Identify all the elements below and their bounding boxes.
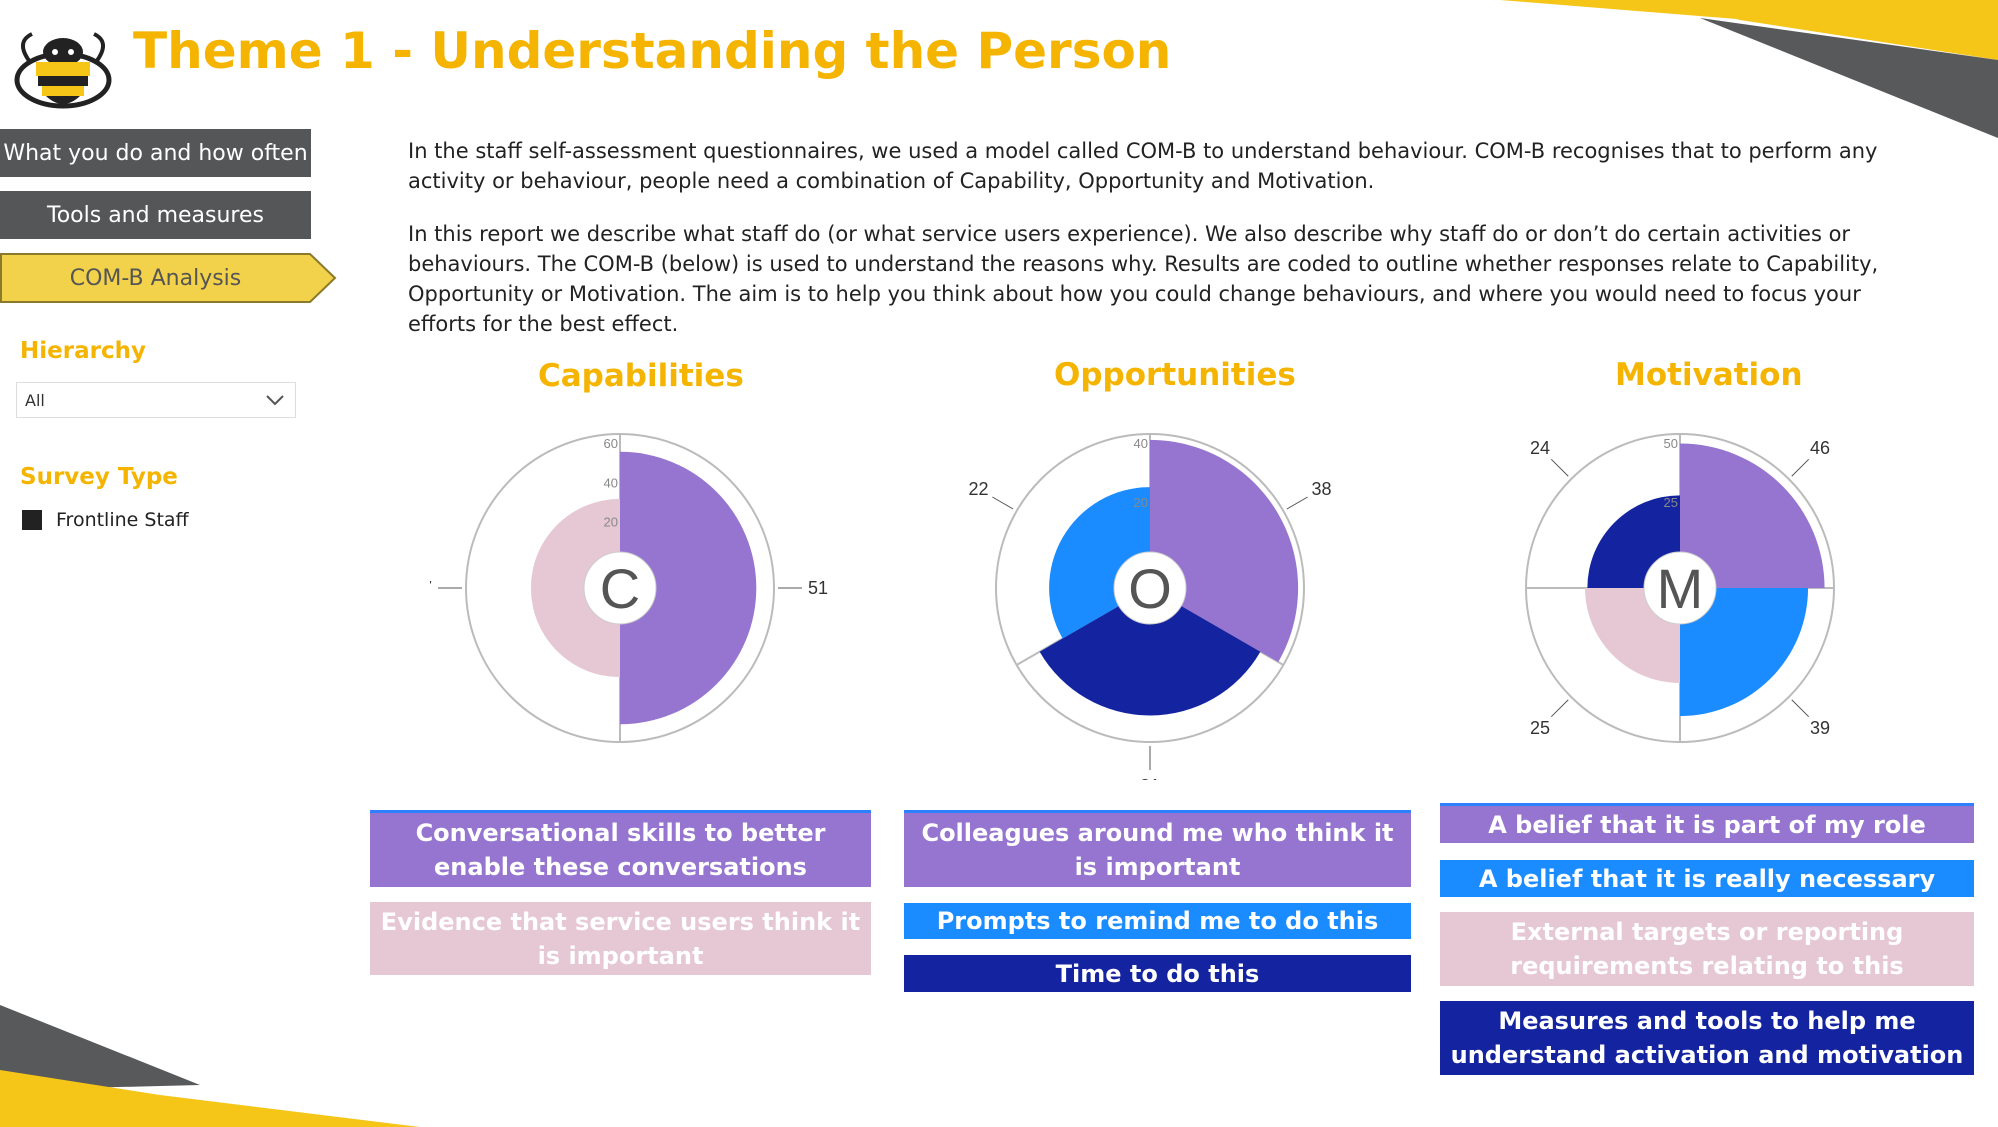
motivation-bar-4: Measures and tools to help me understand… xyxy=(1440,1001,1974,1075)
motivation-center-letter: M xyxy=(1657,557,1704,620)
motivation-leader-line xyxy=(1550,699,1569,718)
opportunities-chart: 38 31 22 20 40 O xyxy=(969,433,1331,780)
hierarchy-selected-value: All xyxy=(25,391,45,410)
bee-logo xyxy=(14,32,112,109)
hierarchy-label: Hierarchy xyxy=(20,338,146,364)
hierarchy-dropdown[interactable]: All xyxy=(16,382,296,418)
intro-paragraph-2: In this report we describe what staff do… xyxy=(408,222,1879,336)
opportunities-bar-2: Prompts to remind me to do this xyxy=(904,903,1411,939)
opportunities-sector-2 xyxy=(1039,588,1261,716)
active-nav-shape xyxy=(0,253,337,303)
opportunities-title: Opportunities xyxy=(1054,357,1296,393)
motivation-leader-line xyxy=(1791,699,1810,718)
capabilities-sector-1 xyxy=(620,451,757,725)
bottom-left-decoration xyxy=(0,1005,420,1127)
top-right-decoration xyxy=(1500,0,1998,138)
opportunities-leader-line xyxy=(992,496,1014,510)
motivation-chart: 46 39 25 24 25 50 M xyxy=(1525,433,1835,743)
capabilities-value-label-1: 51 xyxy=(808,578,828,598)
opportunities-tick-label: 40 xyxy=(1134,436,1148,451)
capabilities-bar-2: Evidence that service users think it is … xyxy=(370,902,871,975)
motivation-sector-2 xyxy=(1680,588,1809,717)
page-title: Theme 1 - Understanding the Person xyxy=(133,22,1172,80)
motivation-value-label-3: 25 xyxy=(1530,718,1550,738)
motivation-tick-label: 25 xyxy=(1664,495,1678,510)
capabilities-tick-label: 20 xyxy=(604,515,618,530)
capabilities-sector-2 xyxy=(530,498,620,678)
legend-swatch xyxy=(22,510,42,530)
chevron-down-icon xyxy=(266,395,284,406)
motivation-leader-line xyxy=(1791,458,1810,477)
nav-what-you-do-button[interactable]: What you do and how often xyxy=(0,129,311,177)
motivation-bar-1: A belief that it is part of my role xyxy=(1440,803,1974,843)
opportunities-tick-label: 20 xyxy=(1134,495,1148,510)
motivation-leader-line xyxy=(1550,458,1569,477)
survey-type-item[interactable]: Frontline Staff xyxy=(22,507,189,533)
capabilities-bar-1: Conversational skills to better enable t… xyxy=(370,810,871,887)
survey-type-item-label: Frontline Staff xyxy=(56,509,189,531)
opportunities-sector-1 xyxy=(1150,439,1299,663)
capabilities-chart: 51 27 20 40 60 C xyxy=(430,433,828,743)
opportunities-center-letter: O xyxy=(1128,557,1172,620)
capabilities-center-circle xyxy=(583,551,657,625)
opportunities-bar-3: Time to do this xyxy=(904,955,1411,992)
capabilities-tick-label: 60 xyxy=(604,436,618,451)
motivation-bar-3: External targets or reporting requiremen… xyxy=(1440,912,1974,986)
opportunities-value-label-2: 31 xyxy=(1140,776,1160,780)
capabilities-tick-label: 40 xyxy=(604,475,618,490)
opportunities-leader-line xyxy=(1286,496,1308,510)
motivation-value-label-1: 46 xyxy=(1810,438,1830,458)
capabilities-value-label-2: 27 xyxy=(430,578,432,598)
motivation-sector-1 xyxy=(1680,443,1825,588)
opportunities-value-label-1: 38 xyxy=(1311,479,1331,499)
intro-paragraph-1: In the staff self-assessment questionnai… xyxy=(408,139,1878,193)
motivation-bar-2: A belief that it is really necessary xyxy=(1440,860,1974,897)
motivation-value-label-2: 39 xyxy=(1810,718,1830,738)
nav-tools-and-measures-button[interactable]: Tools and measures xyxy=(0,191,311,239)
opportunities-center-circle xyxy=(1113,551,1187,625)
motivation-tick-label: 50 xyxy=(1664,436,1678,451)
motivation-title: Motivation xyxy=(1615,357,1803,393)
motivation-value-label-4: 24 xyxy=(1530,438,1550,458)
survey-type-label: Survey Type xyxy=(20,464,178,490)
opportunities-bar-1: Colleagues around me who think it is imp… xyxy=(904,810,1411,887)
capabilities-center-letter: C xyxy=(600,557,640,620)
motivation-center-circle xyxy=(1643,551,1717,625)
opportunities-value-label-3: 22 xyxy=(969,479,989,499)
nav-com-b-analysis-label: COM-B Analysis xyxy=(69,265,242,291)
capabilities-title: Capabilities xyxy=(538,358,744,394)
nav-com-b-analysis-button[interactable]: COM-B Analysis xyxy=(0,253,340,303)
